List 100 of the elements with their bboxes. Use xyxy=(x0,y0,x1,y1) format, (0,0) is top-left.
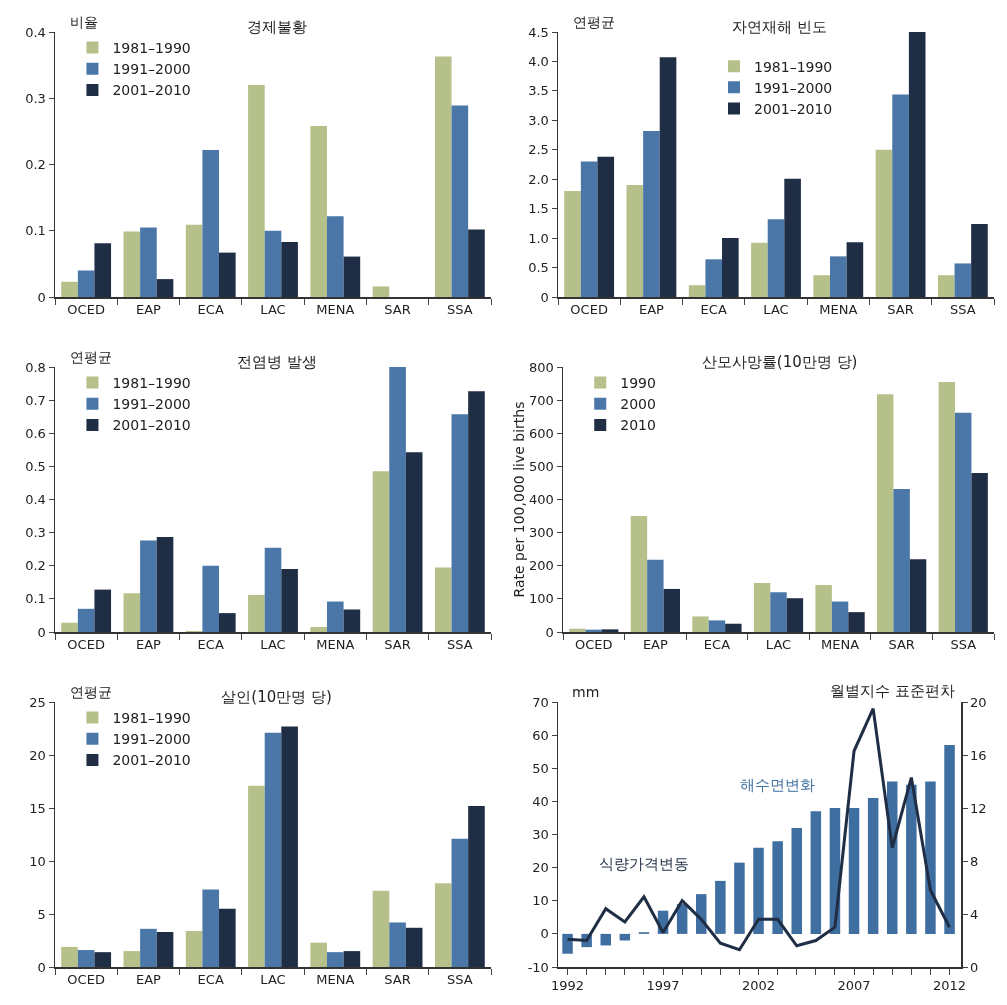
y-tick-label: 3.5 xyxy=(528,83,549,99)
y-tick-label: 50 xyxy=(532,760,549,776)
bar xyxy=(580,161,598,297)
chart-title: 경제불황 xyxy=(246,18,307,36)
y2-tick-label: 16 xyxy=(970,747,987,763)
x-tick-label: SAR xyxy=(384,972,411,988)
bar xyxy=(692,616,709,632)
y-tick-label: 700 xyxy=(529,392,554,408)
bar xyxy=(405,452,423,632)
y-tick-label: 0.5 xyxy=(25,458,46,474)
y-tick-label: 600 xyxy=(529,425,554,441)
bar xyxy=(264,732,282,967)
bar xyxy=(829,256,847,297)
y-tick-label: 3.0 xyxy=(528,112,549,128)
bar xyxy=(281,569,298,632)
legend-label: 1991–2000 xyxy=(754,79,833,96)
bar xyxy=(597,156,615,297)
bar xyxy=(123,593,141,632)
bar xyxy=(815,584,832,632)
x-tick-label: LAC xyxy=(765,637,792,653)
bar xyxy=(94,243,112,297)
y-tick-label: 1.0 xyxy=(528,230,549,246)
y-tick-label: 200 xyxy=(529,558,554,574)
bar xyxy=(562,933,573,954)
y-axis-title: 연평균 xyxy=(70,349,112,365)
bar xyxy=(310,627,327,632)
y-tick-label: 300 xyxy=(529,525,554,541)
x-tick-label: 2007 xyxy=(837,978,871,994)
x-tick-label: SSA xyxy=(447,637,473,653)
x-tick-label: MENA xyxy=(821,637,860,653)
y-tick-label: 5 xyxy=(37,906,46,922)
line-series xyxy=(566,707,952,952)
y-axis-title: 연평균 xyxy=(573,14,615,30)
bar xyxy=(219,252,236,297)
bar xyxy=(715,880,726,934)
bar xyxy=(434,567,452,632)
y-tick-label: 0.3 xyxy=(25,90,46,106)
bar xyxy=(77,270,95,297)
bar xyxy=(77,608,95,632)
bar xyxy=(810,811,822,934)
y-axis-title: 비율 xyxy=(70,14,98,30)
bar xyxy=(659,57,677,297)
bar xyxy=(343,256,361,297)
bar xyxy=(564,191,581,297)
bar xyxy=(643,130,660,297)
x-tick-label: MENA xyxy=(316,972,355,988)
y-tick-label: 0.8 xyxy=(25,359,46,375)
bar xyxy=(772,841,783,934)
x-tick-label: SAR xyxy=(887,302,914,318)
y-tick-label: 0.6 xyxy=(25,425,46,441)
bar xyxy=(944,745,955,934)
y-tick-label: 0 xyxy=(37,624,46,640)
bar xyxy=(619,933,631,941)
y-tick-label: 0 xyxy=(540,289,549,305)
x-tick-label: OCED xyxy=(570,302,608,318)
bar xyxy=(185,930,203,967)
series-label: 해수면변화 xyxy=(740,776,815,794)
legend-label: 1981–1990 xyxy=(112,375,191,392)
x-tick-label: SSA xyxy=(950,302,976,318)
series-label: 식량가격변동 xyxy=(599,855,689,873)
x-tick-label: LAC xyxy=(260,637,286,653)
bar xyxy=(219,908,236,967)
bar xyxy=(140,540,157,632)
bar xyxy=(971,223,988,297)
x-tick-label: SSA xyxy=(950,637,977,653)
y-tick-label: 70 xyxy=(532,694,549,710)
chart-title: 자연재해 빈도 xyxy=(732,18,828,36)
x-tick-label: ECA xyxy=(197,637,224,653)
bar xyxy=(848,612,865,632)
bar xyxy=(725,623,742,632)
bar xyxy=(310,126,327,297)
bar xyxy=(372,890,390,967)
y-tick-label: 500 xyxy=(529,458,554,474)
bar xyxy=(893,488,910,632)
x-tick-label: LAC xyxy=(763,302,789,318)
bar xyxy=(954,263,972,297)
x-tick-label: ECA xyxy=(703,637,731,653)
bar xyxy=(708,620,726,632)
bar xyxy=(264,547,282,632)
bar xyxy=(326,601,344,632)
bar xyxy=(434,883,452,967)
bar xyxy=(372,286,390,297)
bar xyxy=(734,862,745,934)
legend-label: 2001–2010 xyxy=(112,752,191,769)
x-tick-label: MENA xyxy=(316,637,355,653)
bar xyxy=(770,592,787,632)
bar xyxy=(248,594,265,632)
x-tick-label: SAR xyxy=(384,302,411,318)
bar xyxy=(663,588,680,632)
bar xyxy=(937,275,955,297)
bar xyxy=(767,219,785,297)
bar xyxy=(626,185,644,297)
bar xyxy=(955,412,972,632)
bar xyxy=(156,536,174,632)
legend-label: 1991–2000 xyxy=(112,396,191,413)
x-tick-label: EAP xyxy=(135,972,162,988)
y-tick-label: 60 xyxy=(532,727,549,743)
y-tick-label: 0.4 xyxy=(25,492,46,508)
y-tick-label: 0.7 xyxy=(25,392,46,408)
y-tick-label: 10 xyxy=(532,893,549,909)
